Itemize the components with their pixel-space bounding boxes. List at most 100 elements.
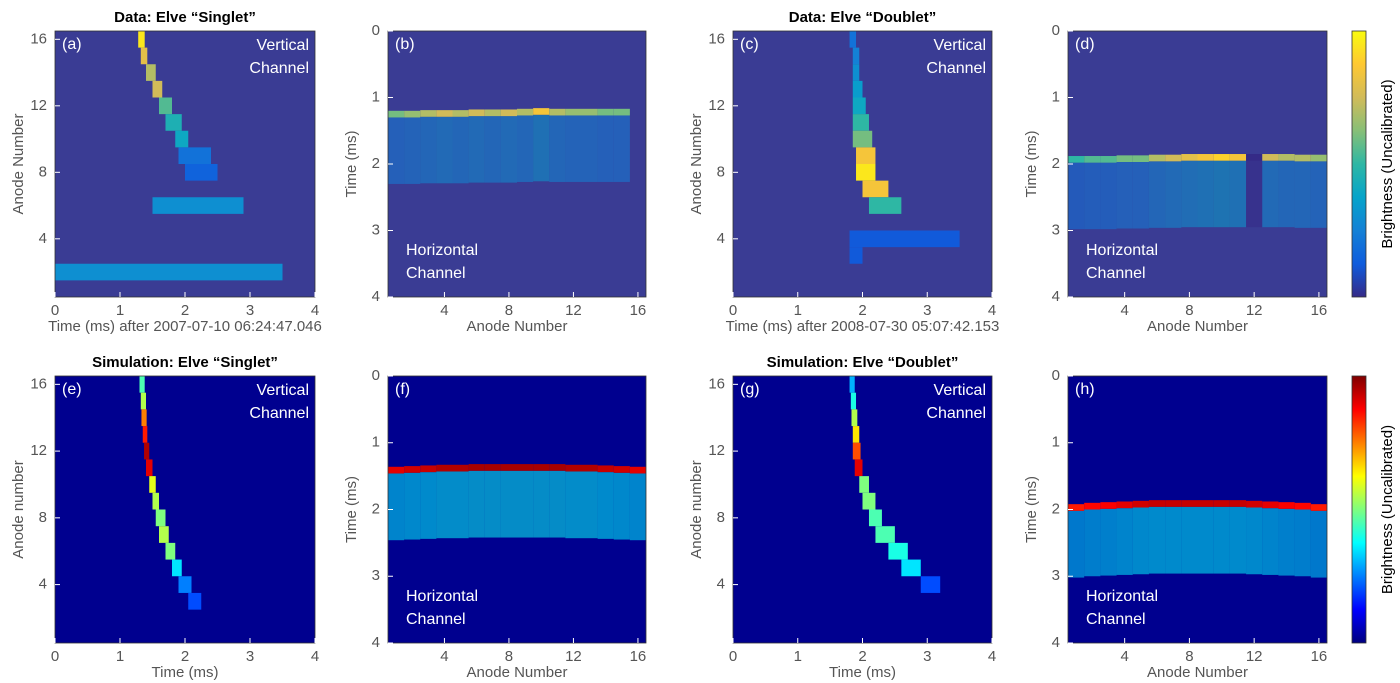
x-axis-label: Anode Number [1147, 318, 1248, 335]
heatmap-fade [484, 470, 501, 538]
y-tick-label: 1 [372, 434, 380, 451]
x-axis-label: Time (ms) [829, 664, 896, 681]
heatmap-fade [500, 470, 517, 538]
x-tick-label: 3 [923, 648, 931, 665]
y-tick-label: 1 [1052, 88, 1060, 105]
x-tick-label: 16 [1311, 302, 1328, 319]
heatmap-cell [404, 110, 421, 118]
heatmap-cell [859, 476, 869, 493]
panel-label: (h) [1075, 381, 1095, 398]
x-tick-label: 8 [505, 302, 513, 319]
x-tick-label: 2 [181, 648, 189, 665]
heatmap-fade [1294, 509, 1311, 577]
heatmap-cell [852, 114, 869, 131]
heatmap-fade [1132, 162, 1149, 229]
annotation: Channel [406, 265, 466, 282]
heatmap-cell [862, 180, 889, 198]
heatmap-cell [165, 542, 176, 560]
heatmap-fade [388, 117, 405, 184]
heatmap-cell [852, 426, 860, 443]
heatmap-cell [178, 147, 211, 164]
annotation: Horizontal [1086, 242, 1158, 259]
heatmap-cell [852, 64, 860, 81]
x-tick-label: 0 [51, 648, 59, 665]
heatmap-cell [152, 80, 163, 98]
heatmap-cell [852, 47, 860, 65]
y-tick-label: 2 [1052, 155, 1060, 172]
heatmap-cell [1181, 154, 1198, 161]
heatmap [388, 108, 630, 184]
heatmap-fade [1148, 161, 1166, 228]
annotation: Vertical [934, 37, 986, 54]
heatmap-cell [1100, 156, 1117, 163]
heatmap-fade [420, 472, 437, 539]
y-tick-label: 0 [1052, 22, 1060, 39]
colorbar [1351, 375, 1367, 644]
heatmap-fade [597, 472, 614, 539]
heatmap-cell [152, 197, 244, 214]
heatmap-fade [1246, 160, 1263, 228]
heatmap-cell [172, 559, 182, 577]
heatmap-cell [1294, 502, 1311, 510]
heatmap-cell [852, 130, 873, 148]
heatmap [1068, 500, 1327, 578]
annotation: Vertical [257, 382, 309, 399]
heatmap-cell [1246, 154, 1263, 161]
heatmap-fade [468, 470, 485, 538]
heatmap-cell [875, 526, 895, 543]
heatmap-fade [1213, 506, 1230, 574]
heatmap-fade [468, 116, 485, 183]
heatmap-cell [484, 464, 501, 471]
heatmap-cell [851, 409, 858, 427]
heatmap-cell [849, 230, 960, 248]
heatmap-cell [1116, 501, 1133, 509]
panel-label: (a) [62, 36, 82, 53]
heatmap-cell [144, 442, 150, 460]
heatmap-cell [597, 465, 614, 473]
chart-title: Data: Elve “Singlet” [114, 9, 256, 26]
heatmap-fade [533, 470, 550, 538]
heatmap-fade [452, 471, 469, 539]
x-tick-label: 12 [565, 302, 582, 319]
heatmap-fade [1262, 160, 1279, 228]
y-tick-label: 8 [39, 509, 47, 526]
y-axis-label: Anode Number [688, 114, 705, 215]
heatmap-cell [850, 392, 857, 410]
heatmap-cell [500, 464, 517, 471]
heatmap-cell [1084, 502, 1101, 510]
heatmap-fade [1068, 162, 1085, 230]
y-tick-label: 4 [372, 288, 380, 305]
heatmap [139, 376, 202, 610]
x-tick-label: 3 [246, 648, 254, 665]
x-tick-label: 8 [505, 648, 513, 665]
annotation: Channel [249, 60, 309, 77]
chart-title: Simulation: Elve “Singlet” [92, 354, 278, 371]
x-tick-label: 2 [858, 648, 866, 665]
heatmap-cell [533, 108, 550, 115]
heatmap-cell [888, 542, 908, 560]
annotation: Horizontal [406, 242, 478, 259]
heatmap-fade [1132, 507, 1149, 575]
heatmap-cell [388, 466, 405, 474]
y-axis-label: Time (ms) [343, 476, 360, 543]
x-tick-label: 1 [794, 302, 802, 319]
annotation: Channel [249, 405, 309, 422]
y-tick-label: 4 [717, 230, 725, 247]
heatmap-cell [856, 164, 876, 181]
colorbar-label: Brightness (Uncalibrated) [1379, 79, 1396, 248]
heatmap-cell [140, 392, 146, 410]
heatmap-fade [549, 470, 566, 538]
heatmap-cell [468, 464, 485, 471]
heatmap-cell [565, 464, 582, 472]
heatmap-fade [1310, 161, 1327, 228]
heatmap-cell [1148, 154, 1166, 162]
heatmap-cell [436, 464, 453, 472]
y-axis-label: Anode number [10, 460, 27, 558]
heatmap-fade [581, 471, 598, 539]
heatmap-cell [862, 492, 876, 510]
heatmap-fade [436, 471, 453, 539]
heatmap-cell [849, 247, 863, 264]
x-tick-label: 0 [729, 648, 737, 665]
heatmap-cell [139, 376, 145, 393]
